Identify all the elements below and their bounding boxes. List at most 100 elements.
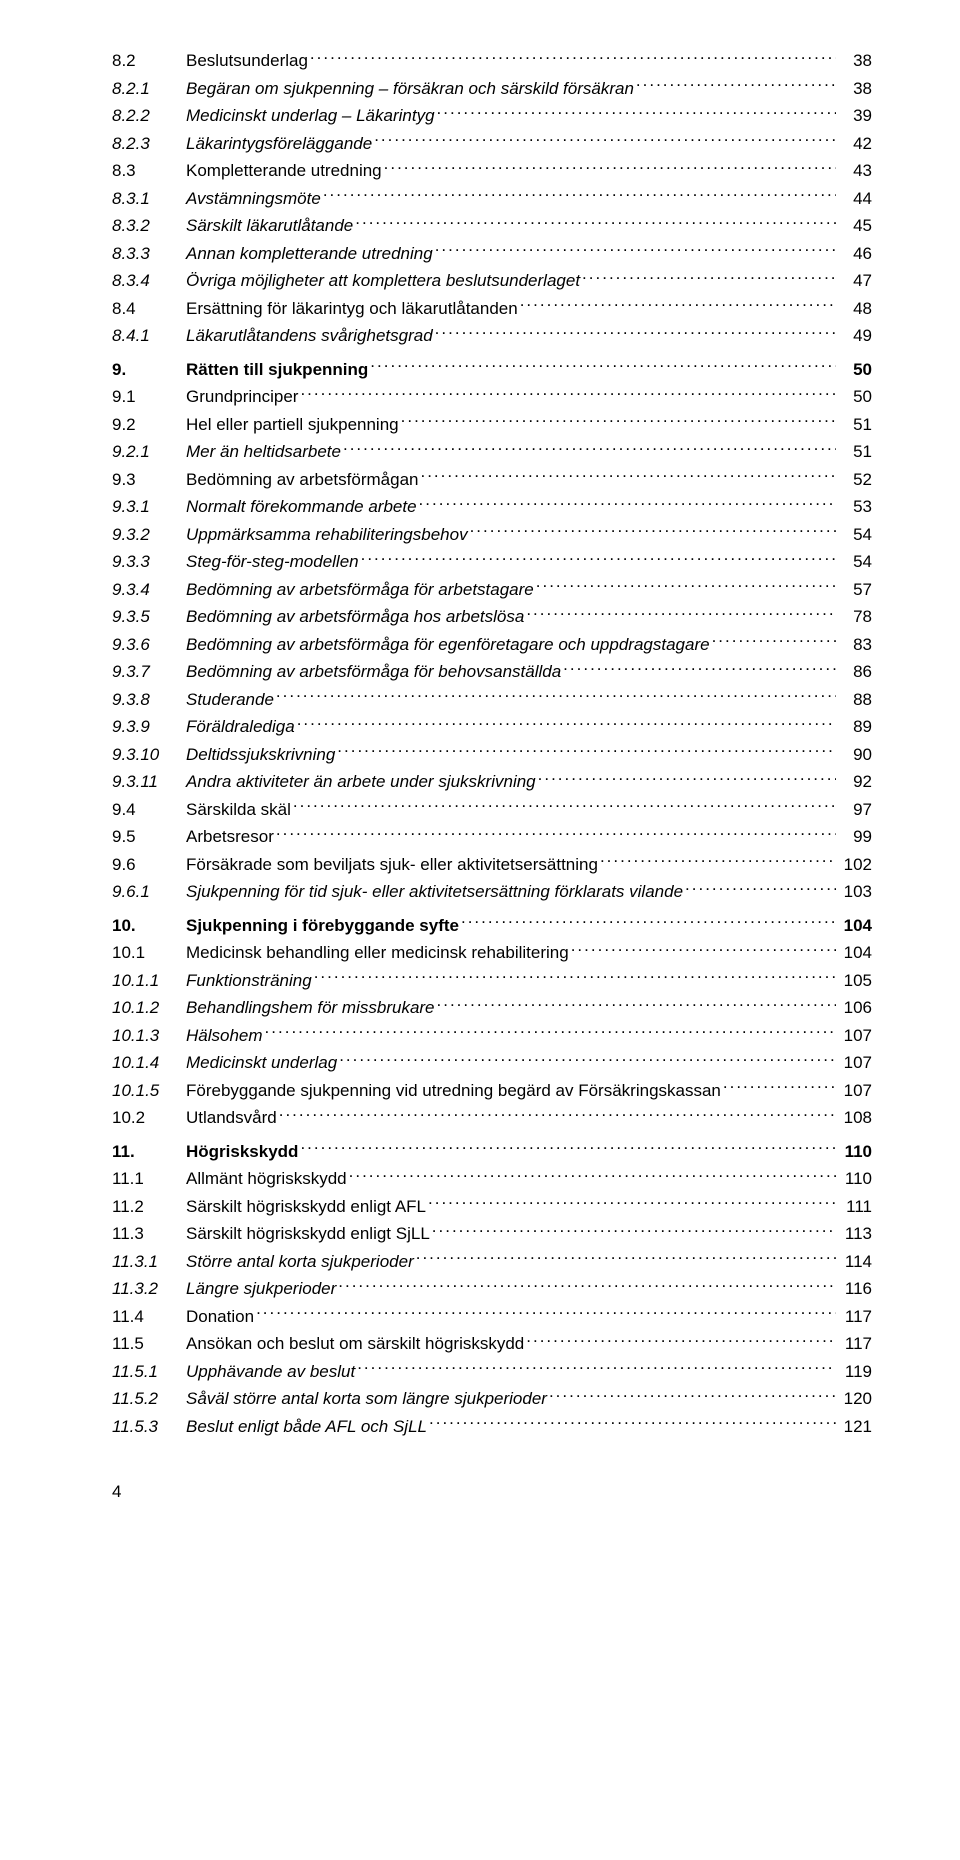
toc-entry: 8.2Beslutsunderlag38 xyxy=(112,48,872,74)
toc-entry-number: 9.2 xyxy=(112,412,186,438)
toc-entry-number: 11.3.1 xyxy=(112,1249,186,1275)
toc-entry-title: Bedömning av arbetsförmåga för egenföret… xyxy=(186,632,710,658)
toc-entry: 9.3.11Andra aktiviteter än arbete under … xyxy=(112,769,872,795)
toc-entry-number: 9.3 xyxy=(112,467,186,493)
toc-entry-number: 11. xyxy=(112,1139,186,1165)
toc-entry: 10.1Medicinsk behandling eller medicinsk… xyxy=(112,940,872,966)
toc-entry-page: 49 xyxy=(838,323,872,349)
toc-leader-dots xyxy=(279,1106,836,1123)
toc-entry-number: 9.3.5 xyxy=(112,604,186,630)
toc-entry-number: 9. xyxy=(112,357,186,383)
toc-entry: 10.1.4Medicinskt underlag107 xyxy=(112,1050,872,1076)
toc-entry: 9.3Bedömning av arbetsförmågan52 xyxy=(112,467,872,493)
toc-leader-dots xyxy=(470,523,836,540)
toc-leader-dots xyxy=(338,1277,836,1294)
toc-leader-dots xyxy=(712,633,836,650)
toc-entry-title: Deltidssjukskrivning xyxy=(186,742,335,768)
toc-entry-title: Mer än heltidsarbete xyxy=(186,439,341,465)
toc-entry-title: Högriskskydd xyxy=(186,1139,298,1165)
toc-leader-dots xyxy=(300,1140,836,1157)
toc-entry-number: 8.3.2 xyxy=(112,213,186,239)
toc-leader-dots xyxy=(300,385,836,402)
toc-entry-page: 51 xyxy=(838,439,872,465)
toc-entry-title: Utlandsvård xyxy=(186,1105,277,1131)
toc-entry-number: 11.4 xyxy=(112,1304,186,1330)
toc-entry-number: 10.2 xyxy=(112,1105,186,1131)
toc-entry-number: 9.3.2 xyxy=(112,522,186,548)
toc-entry-page: 103 xyxy=(838,879,872,905)
toc-entry: 8.3.1Avstämningsmöte44 xyxy=(112,186,872,212)
toc-entry-page: 111 xyxy=(838,1194,872,1220)
toc-leader-dots xyxy=(571,941,836,958)
toc-leader-dots xyxy=(461,914,836,931)
toc-leader-dots xyxy=(419,495,836,512)
toc-entry: 10.1.5Förebyggande sjukpenning vid utred… xyxy=(112,1078,872,1104)
toc-leader-dots xyxy=(349,1167,836,1184)
toc-entry-title: Studerande xyxy=(186,687,274,713)
toc-entry-page: 99 xyxy=(838,824,872,850)
toc-leader-dots xyxy=(256,1305,836,1322)
toc-entry-page: 47 xyxy=(838,268,872,294)
toc-leader-dots xyxy=(361,550,836,567)
toc-entry-page: 106 xyxy=(838,995,872,1021)
toc-entry-page: 116 xyxy=(838,1276,872,1302)
toc-entry-title: Rätten till sjukpenning xyxy=(186,357,368,383)
toc-leader-dots xyxy=(432,1222,836,1239)
toc-leader-dots xyxy=(437,104,836,121)
toc-entry-page: 53 xyxy=(838,494,872,520)
toc-leader-dots xyxy=(265,1024,836,1041)
toc-entry: 9.3.3Steg-för-steg-modellen54 xyxy=(112,549,872,575)
toc-entry: 9.3.6Bedömning av arbetsförmåga för egen… xyxy=(112,632,872,658)
toc-entry: 9.3.5Bedömning av arbetsförmåga hos arbe… xyxy=(112,604,872,630)
toc-entry: 9.3.8Studerande88 xyxy=(112,687,872,713)
toc-entry: 9.5Arbetsresor99 xyxy=(112,824,872,850)
toc-entry-title: Bedömning av arbetsförmåga för arbetstag… xyxy=(186,577,534,603)
toc-entry-page: 102 xyxy=(838,852,872,878)
toc-leader-dots xyxy=(428,1195,836,1212)
toc-entry-number: 10.1.5 xyxy=(112,1078,186,1104)
toc-entry-page: 45 xyxy=(838,213,872,239)
toc-entry-title: Uppmärksamma rehabiliteringsbehov xyxy=(186,522,468,548)
toc-entry: 9.1Grundprinciper50 xyxy=(112,384,872,410)
toc-entry-title: Funktionsträning xyxy=(186,968,312,994)
toc-entry-page: 52 xyxy=(838,467,872,493)
toc-entry-number: 9.3.11 xyxy=(112,769,186,795)
toc-entry-number: 9.3.7 xyxy=(112,659,186,685)
toc-leader-dots xyxy=(357,1360,836,1377)
toc-entry-number: 10.1 xyxy=(112,940,186,966)
toc-leader-dots xyxy=(600,853,836,870)
toc-entry-title: Arbetsresor xyxy=(186,824,274,850)
toc-leader-dots xyxy=(355,214,836,231)
toc-entry: 9.6.1Sjukpenning för tid sjuk- eller akt… xyxy=(112,879,872,905)
toc-leader-dots xyxy=(416,1250,836,1267)
toc-entry: 10.2Utlandsvård 108 xyxy=(112,1105,872,1131)
toc-entry: 9.2Hel eller partiell sjukpenning51 xyxy=(112,412,872,438)
toc-entry: 8.4.1Läkarutlåtandens svårighetsgrad49 xyxy=(112,323,872,349)
toc-entry-page: 50 xyxy=(838,357,872,383)
toc-entry: 8.2.2Medicinskt underlag – Läkarintyg39 xyxy=(112,103,872,129)
toc-leader-dots xyxy=(526,605,836,622)
toc-entry-page: 117 xyxy=(838,1304,872,1330)
toc-entry: 11.5.2Såväl större antal korta som längr… xyxy=(112,1386,872,1412)
toc-entry: 11.5.3Beslut enligt både AFL och SjLL121 xyxy=(112,1414,872,1440)
toc-entry-number: 11.5 xyxy=(112,1331,186,1357)
toc-leader-dots xyxy=(723,1079,836,1096)
table-of-contents: 8.2Beslutsunderlag388.2.1Begäran om sjuk… xyxy=(112,48,872,1439)
toc-entry-number: 8.3.3 xyxy=(112,241,186,267)
toc-leader-dots xyxy=(420,468,836,485)
toc-leader-dots xyxy=(293,798,836,815)
toc-entry-title: Begäran om sjukpenning – försäkran och s… xyxy=(186,76,634,102)
toc-leader-dots xyxy=(276,688,836,705)
toc-entry-page: 113 xyxy=(838,1221,872,1247)
toc-entry-number: 8.2.2 xyxy=(112,103,186,129)
toc-entry-title: Särskilt högriskskydd enligt SjLL xyxy=(186,1221,430,1247)
toc-entry-title: Beslutsunderlag xyxy=(186,48,308,74)
toc-entry-number: 8.2.3 xyxy=(112,131,186,157)
toc-entry: 10.1.3Hälsohem107 xyxy=(112,1023,872,1049)
toc-entry-title: Medicinsk behandling eller medicinsk reh… xyxy=(186,940,569,966)
toc-entry-page: 108 xyxy=(838,1105,872,1131)
toc-entry-number: 9.3.9 xyxy=(112,714,186,740)
toc-entry-title: Medicinskt underlag – Läkarintyg xyxy=(186,103,435,129)
page-number: 4 xyxy=(112,1479,872,1505)
toc-entry-number: 9.3.6 xyxy=(112,632,186,658)
